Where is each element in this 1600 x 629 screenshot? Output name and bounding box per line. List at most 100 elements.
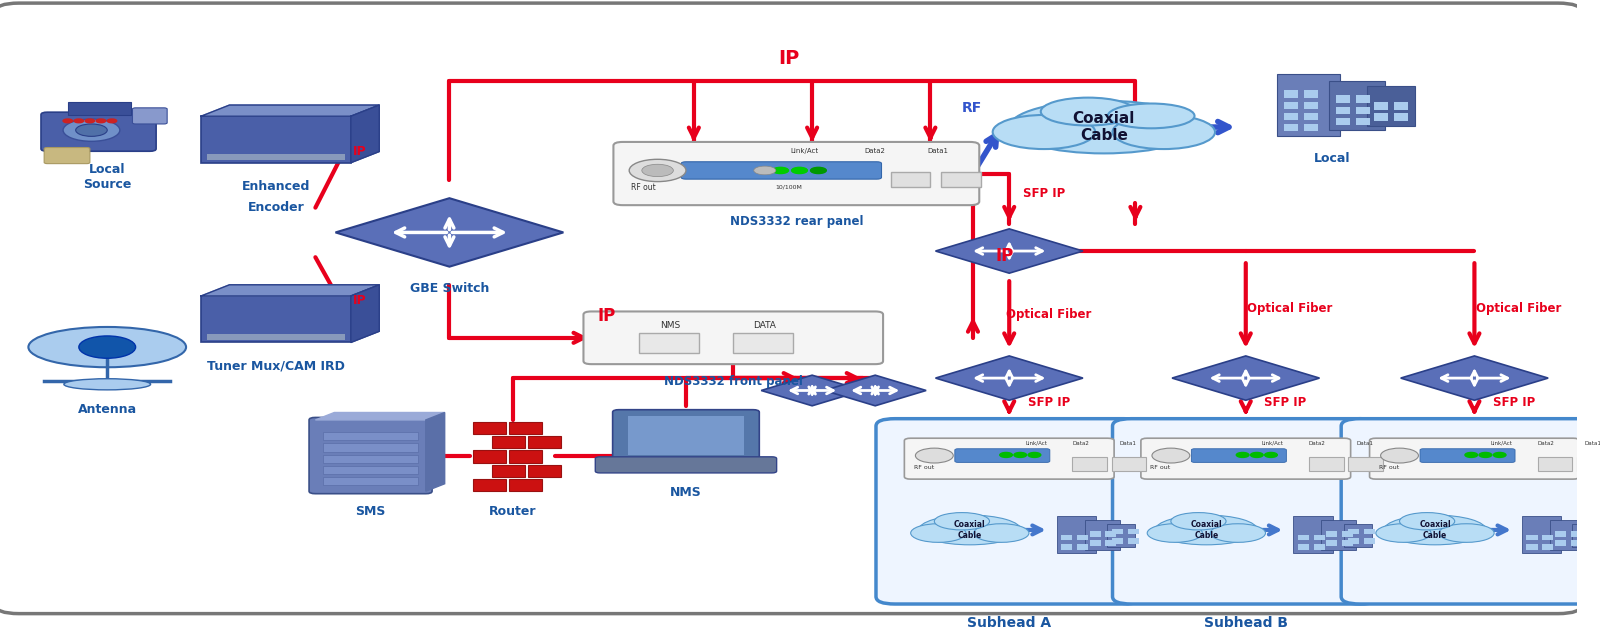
FancyBboxPatch shape [1370,438,1579,479]
FancyBboxPatch shape [323,477,418,485]
FancyBboxPatch shape [493,465,525,477]
FancyBboxPatch shape [1538,457,1573,471]
FancyBboxPatch shape [1336,118,1350,125]
FancyBboxPatch shape [875,419,1142,604]
Ellipse shape [1155,515,1258,545]
FancyBboxPatch shape [1421,448,1515,462]
FancyBboxPatch shape [1349,457,1382,471]
FancyBboxPatch shape [1578,457,1600,471]
FancyBboxPatch shape [1571,531,1582,537]
FancyBboxPatch shape [1578,529,1587,534]
Circle shape [62,119,72,123]
FancyBboxPatch shape [1326,540,1338,546]
Text: IP: IP [778,50,798,69]
Text: Link/Act: Link/Act [1490,441,1512,446]
Circle shape [1478,452,1491,457]
FancyBboxPatch shape [474,479,506,491]
Polygon shape [350,105,379,163]
FancyBboxPatch shape [1526,544,1538,550]
FancyBboxPatch shape [509,479,542,491]
FancyBboxPatch shape [1304,91,1318,98]
Text: Data2: Data2 [1538,441,1554,446]
Text: Data1: Data1 [1357,441,1373,446]
Text: SFP IP: SFP IP [1493,396,1534,409]
FancyBboxPatch shape [1077,544,1088,550]
FancyBboxPatch shape [1277,74,1341,136]
Text: Data2: Data2 [1309,441,1326,446]
FancyBboxPatch shape [1349,538,1360,543]
FancyBboxPatch shape [208,154,344,160]
FancyBboxPatch shape [1293,516,1333,554]
FancyBboxPatch shape [1365,529,1374,534]
Polygon shape [426,413,445,491]
FancyBboxPatch shape [45,148,90,164]
Circle shape [85,119,94,123]
Circle shape [642,164,674,177]
Circle shape [1264,452,1277,457]
Text: Antenna: Antenna [78,403,136,416]
Text: DATA: DATA [754,321,776,330]
Circle shape [1029,452,1040,457]
FancyBboxPatch shape [595,457,776,473]
FancyBboxPatch shape [1298,535,1309,540]
Circle shape [107,119,117,123]
FancyBboxPatch shape [42,112,157,151]
FancyBboxPatch shape [474,422,506,434]
Text: NMS: NMS [661,321,680,330]
FancyBboxPatch shape [613,142,979,205]
FancyBboxPatch shape [955,448,1050,462]
FancyBboxPatch shape [1112,529,1123,534]
Ellipse shape [1040,97,1136,126]
FancyBboxPatch shape [1077,535,1088,540]
Text: RF out: RF out [1379,465,1400,470]
Ellipse shape [934,513,989,530]
Text: Optical Fiber: Optical Fiber [1248,302,1333,315]
Polygon shape [936,229,1083,273]
Text: Coaxial
Cable: Coaxial Cable [1190,520,1222,540]
FancyBboxPatch shape [474,450,506,463]
FancyBboxPatch shape [1106,531,1117,537]
FancyBboxPatch shape [323,466,418,474]
Text: Coaxial
Cable: Coaxial Cable [1072,111,1134,143]
FancyBboxPatch shape [1330,81,1384,130]
FancyBboxPatch shape [1357,106,1370,114]
FancyBboxPatch shape [528,465,562,477]
Text: Tuner Mux/CAM IRD: Tuner Mux/CAM IRD [206,360,346,372]
FancyBboxPatch shape [208,334,344,340]
FancyBboxPatch shape [1342,540,1354,546]
Text: Data2: Data2 [1072,441,1090,446]
FancyBboxPatch shape [1283,113,1298,120]
Polygon shape [762,375,862,406]
Circle shape [1000,452,1013,457]
FancyBboxPatch shape [1365,538,1374,543]
Circle shape [629,159,686,182]
Ellipse shape [992,115,1094,149]
Ellipse shape [1210,524,1266,542]
Polygon shape [315,413,445,420]
Circle shape [1493,452,1506,457]
FancyBboxPatch shape [1555,531,1566,537]
Text: NDS3332 front panel: NDS3332 front panel [664,375,803,388]
FancyBboxPatch shape [323,455,418,463]
FancyBboxPatch shape [1336,106,1350,114]
Text: NDS3332 rear panel: NDS3332 rear panel [730,215,862,228]
FancyBboxPatch shape [202,296,350,342]
FancyBboxPatch shape [1357,96,1370,103]
FancyBboxPatch shape [1336,96,1350,103]
FancyBboxPatch shape [1128,529,1139,534]
FancyBboxPatch shape [1373,103,1387,109]
FancyBboxPatch shape [309,418,432,494]
FancyBboxPatch shape [1522,516,1562,554]
Ellipse shape [1147,524,1203,542]
Circle shape [74,119,83,123]
Polygon shape [350,285,379,342]
Circle shape [78,336,136,359]
FancyBboxPatch shape [1283,91,1298,98]
Ellipse shape [1400,513,1454,530]
FancyBboxPatch shape [1128,538,1139,543]
FancyBboxPatch shape [528,436,562,448]
Text: RF out: RF out [1150,465,1171,470]
FancyBboxPatch shape [67,103,131,114]
FancyBboxPatch shape [1373,113,1387,121]
Text: SFP IP: SFP IP [1027,396,1070,409]
